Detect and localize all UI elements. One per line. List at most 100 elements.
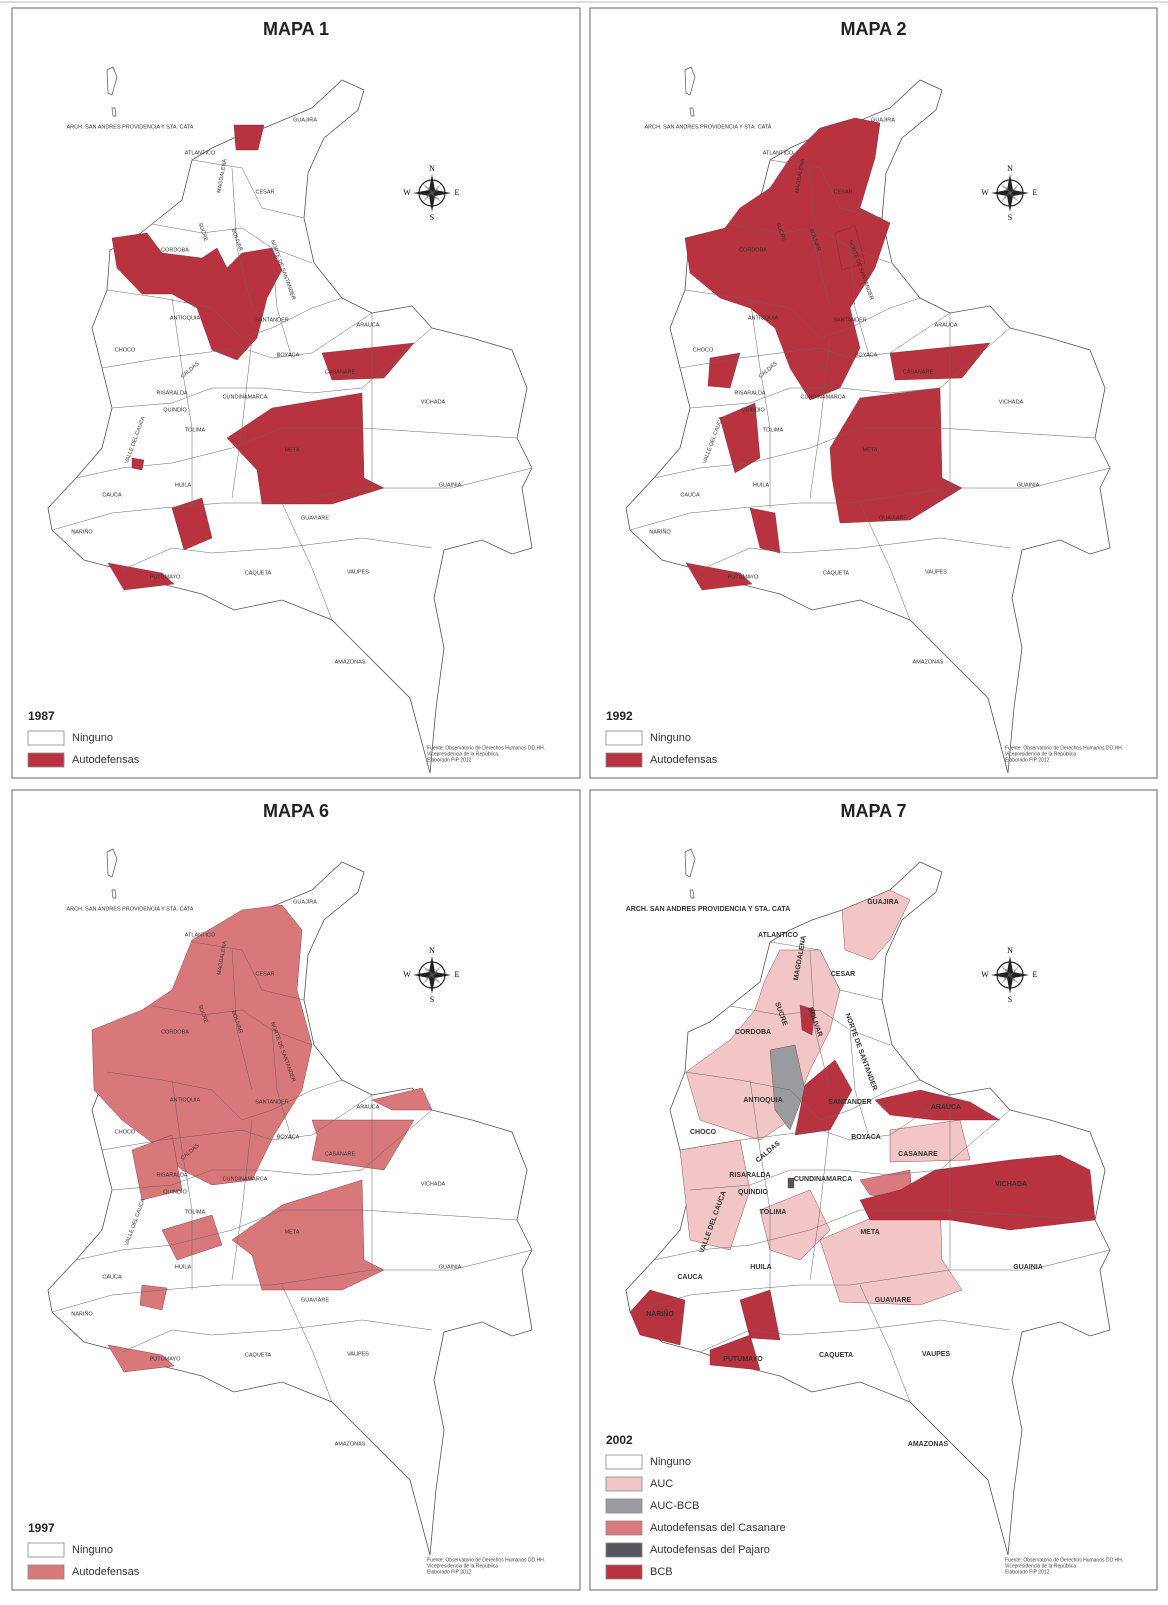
shaded-area [107, 562, 175, 591]
legend-year: 1997 [28, 1521, 55, 1535]
region-label: GUAVIARE [879, 515, 907, 521]
region-label: ARCH. SAN ANDRES PROVIDENCIA Y STA. CATA [645, 124, 772, 130]
shaded-area [709, 1334, 761, 1371]
region-label: GUAINIA [1013, 1264, 1043, 1271]
region-label: CUNDINAMARCA [801, 394, 846, 400]
legend-label: Ninguno [650, 732, 691, 744]
department-border [699, 1319, 1011, 1353]
region-label: VICHADA [995, 1181, 1027, 1188]
department-border [769, 159, 883, 219]
department-border [679, 1094, 951, 1151]
region-label: QUINDIO [741, 407, 765, 413]
region-label: PUTUMAYO [150, 574, 181, 580]
region-label: CAUCA [102, 492, 122, 498]
shaded-area [739, 1289, 781, 1341]
compass-s: S [430, 213, 434, 222]
region-label: ATLANTICO [185, 932, 216, 938]
department-border [151, 223, 313, 264]
legend-swatch [605, 1564, 643, 1580]
department-border [121, 1319, 433, 1353]
legend-swatch [27, 1564, 65, 1580]
region-label: CESAR [256, 189, 275, 195]
region-label: MAGDALENA [216, 158, 228, 193]
compass-w: W [403, 970, 411, 979]
legend-swatch [605, 730, 643, 746]
department-border [75, 427, 518, 479]
legend-label: Autodefensas del Pajaro [650, 1544, 770, 1556]
compass-s: S [430, 995, 434, 1004]
country-map: ARCH. SAN ANDRES PROVIDENCIA Y STA. CATA… [47, 848, 533, 1556]
department-border [809, 1119, 831, 1281]
compass-star-diag [1000, 965, 1020, 985]
region-label: VAUPES [922, 1351, 951, 1358]
region-label: VICHADA [421, 399, 446, 405]
source-note: Elaborado FIP 2012 [427, 1569, 472, 1575]
region-label: NARIÑO [71, 528, 93, 535]
compass-e: E [455, 970, 460, 979]
region-label: CHOCO [690, 1129, 717, 1136]
compass-e: E [1033, 970, 1038, 979]
department-border [281, 502, 333, 621]
compass: N S E W [403, 164, 459, 222]
department-border [849, 1029, 871, 1141]
department-border [689, 327, 1011, 409]
map-title: MAPA 7 [840, 801, 906, 821]
shaded-area [684, 117, 891, 401]
source-note: Vicepresidencia de la República [1005, 751, 1076, 757]
department-border [51, 1249, 533, 1313]
region-label: ARAUCA [357, 1104, 380, 1110]
region-label: GUAJIRA [871, 117, 895, 123]
shaded-area [139, 1284, 168, 1311]
legend-swatch [605, 1542, 643, 1558]
department-border [51, 467, 533, 531]
department-border [171, 297, 193, 508]
source-note: Elaborado FIP 2012 [427, 757, 472, 763]
region-label: CESAR [831, 971, 856, 978]
region-label: VICHADA [421, 1181, 446, 1187]
source-note: Vicepresidencia de la República [427, 1563, 498, 1569]
department-border [729, 223, 891, 264]
region-label: ARCH. SAN ANDRES PROVIDENCIA Y STA. CATA [626, 906, 791, 913]
region-label: CHOCO [693, 347, 714, 353]
department-border [271, 247, 293, 359]
region-label: CASANARE [325, 1151, 356, 1157]
source-note: Vicepresidencia de la República [427, 751, 498, 757]
shaded-area [859, 1154, 1096, 1231]
legend-label: Autodefensas del Casanare [650, 1522, 786, 1534]
region-label: CORDOBA [735, 1029, 771, 1036]
department-border [111, 327, 433, 409]
department-border [849, 247, 871, 359]
region-label: CAQUETA [823, 570, 850, 576]
region-label: CUNDINAMARCA [223, 394, 268, 400]
region-label: ARAUCA [931, 1104, 961, 1111]
department-border [191, 941, 305, 1001]
region-label: ATLANTICO [758, 932, 798, 939]
department-border [231, 167, 253, 309]
region-label: TOLIMA [760, 1209, 787, 1216]
legend-swatch [27, 1542, 65, 1558]
department-border [101, 1094, 373, 1151]
map-panel: MAPA 6 ARCH. SAN ANDRES PROVIDENCIA Y STA… [11, 789, 581, 1591]
region-label: RISARALDA [729, 1172, 770, 1179]
region-label: SANTANDER [833, 317, 867, 323]
compass-w: W [981, 188, 989, 197]
region-label: NARIÑO [646, 1309, 674, 1318]
legend-swatch [27, 730, 65, 746]
region-label: HUILA [753, 482, 770, 488]
source-note: Elaborado FIP 2012 [1005, 757, 1050, 763]
shaded-area [787, 1177, 795, 1189]
legend-swatch [605, 1498, 643, 1514]
region-label: GUAINIA [439, 1264, 462, 1270]
shaded-area [629, 1289, 686, 1346]
island [106, 66, 118, 117]
department-border [629, 1249, 1111, 1313]
region-label: TOLIMA [185, 427, 206, 433]
shaded-area [874, 1089, 1001, 1121]
source-note: Fuente: Observatorio de Derechos Humanos… [427, 745, 545, 751]
legend-label: Autodefensas [72, 1566, 140, 1578]
region-label: ARAUCA [935, 322, 958, 328]
region-label: CHOCO [115, 1129, 136, 1135]
region-label: BOYACA [277, 1134, 300, 1140]
region-label: SANTANDER [255, 317, 289, 323]
region-label: GUAJIRA [867, 899, 899, 906]
